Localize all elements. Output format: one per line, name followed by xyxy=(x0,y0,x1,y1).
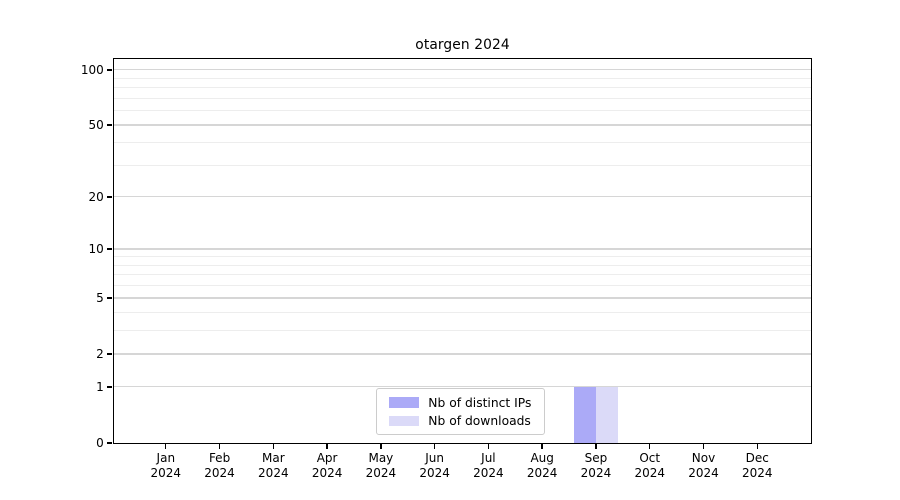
y-tick-label: 50 xyxy=(88,118,104,133)
x-tick xyxy=(272,442,275,450)
x-tick xyxy=(541,442,543,450)
y-tick-label: 10 xyxy=(88,242,104,257)
legend-label-distinct-ips: Nb of distinct IPs xyxy=(428,395,532,410)
x-tick-label: Dec 2024 xyxy=(741,450,773,481)
gridline-major xyxy=(113,386,811,388)
gridline-minor xyxy=(113,77,811,79)
x-tick-label: Jun 2024 xyxy=(419,450,450,481)
gridline-major xyxy=(113,69,811,71)
legend-swatch-downloads-icon xyxy=(389,415,420,427)
gridline-minor xyxy=(113,256,811,258)
plot-area: Nb of distinct IPs Nb of downloads 0 1 2 5 1… xyxy=(81,57,812,480)
x-tick xyxy=(649,442,651,450)
gridline-minor xyxy=(113,264,811,266)
legend-item-downloads: Nb of downloads xyxy=(384,414,537,428)
x-tick-label: May 2024 xyxy=(365,450,397,481)
gridline-minor xyxy=(113,87,811,89)
x-tick xyxy=(165,442,167,450)
gridline-minor xyxy=(113,110,811,112)
chart-title: otargen 2024 xyxy=(415,37,510,53)
legend: Nb of distinct IPs Nb of downloads xyxy=(376,388,546,436)
legend-label-downloads: Nb of downloads xyxy=(428,413,531,428)
y-tick xyxy=(107,124,112,126)
gridline-major xyxy=(113,196,811,198)
gridline-minor xyxy=(113,142,811,144)
gridline-major xyxy=(113,248,811,250)
gridline-minor xyxy=(113,312,811,314)
y-tick xyxy=(107,248,112,250)
x-tick xyxy=(756,442,758,450)
y-tick xyxy=(107,297,112,299)
x-tick xyxy=(218,442,221,450)
x-tick-label: Apr 2024 xyxy=(311,450,343,481)
grid-layer xyxy=(113,59,811,443)
y-tick xyxy=(107,353,112,355)
y-tick-label: 20 xyxy=(88,189,104,204)
y-tick-label: 2 xyxy=(96,347,104,362)
x-tick xyxy=(702,442,705,450)
bar-distinct-ips xyxy=(574,386,596,443)
x-tick-label: Sep 2024 xyxy=(580,450,612,481)
x-tick xyxy=(433,442,436,450)
gridline-minor xyxy=(113,164,811,166)
y-tick xyxy=(107,196,112,198)
y-tick xyxy=(107,442,112,444)
x-tick xyxy=(380,442,382,450)
bar-downloads xyxy=(595,386,618,443)
bar-layer xyxy=(114,59,811,443)
x-tick-label: Aug 2024 xyxy=(526,450,558,481)
x-tick xyxy=(487,442,490,450)
legend-item-distinct-ips: Nb of distinct IPs xyxy=(384,396,537,410)
x-tick xyxy=(595,442,597,450)
x-tick xyxy=(326,442,328,450)
x-tick-label: Oct 2024 xyxy=(634,450,665,481)
y-tick-label: 5 xyxy=(96,291,104,305)
x-tick-label: Mar 2024 xyxy=(258,450,289,481)
x-tick-label: Jul 2024 xyxy=(473,450,504,481)
x-tick-label: Feb 2024 xyxy=(204,450,235,481)
y-tick xyxy=(107,69,112,71)
y-tick xyxy=(107,386,112,388)
gridline-major xyxy=(113,124,811,126)
y-tick-label: 100 xyxy=(80,62,104,77)
y-tick-label: 1 xyxy=(96,379,104,394)
x-tick-label: Jan 2024 xyxy=(150,450,182,481)
gridline-major xyxy=(113,297,811,299)
gridline-minor xyxy=(113,97,811,99)
gridline-minor xyxy=(113,285,811,287)
gridline-minor xyxy=(113,330,811,332)
y-tick-label: 0 xyxy=(96,435,104,450)
legend-swatch-distinct-ips-icon xyxy=(389,397,420,408)
gridline-minor xyxy=(113,274,811,276)
x-tick-label: Nov 2024 xyxy=(688,450,719,481)
gridline-major xyxy=(113,353,811,355)
